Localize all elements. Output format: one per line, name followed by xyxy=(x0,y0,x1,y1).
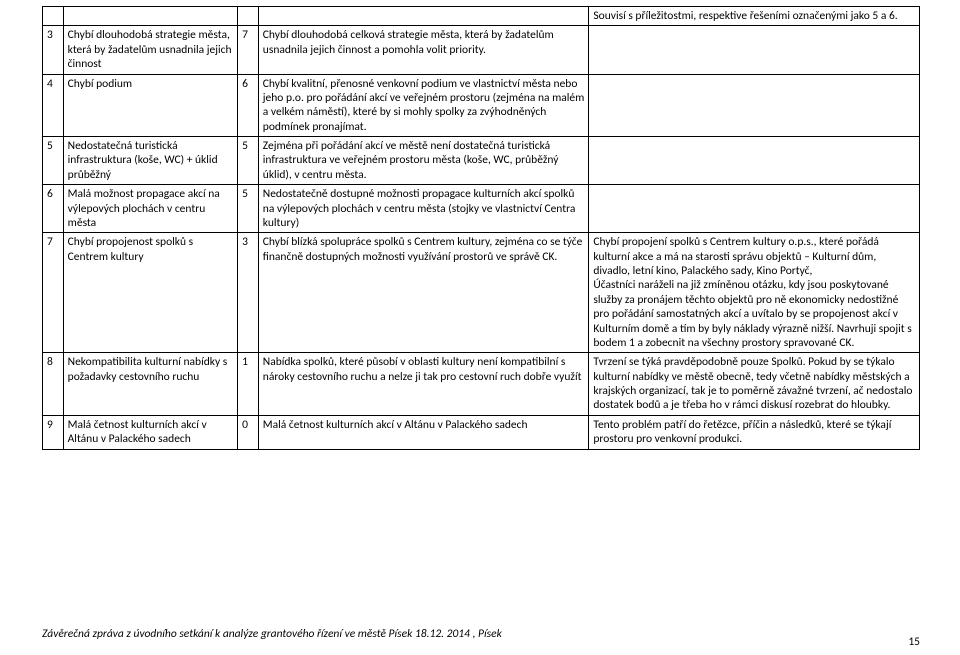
row-description: Malá četnost kulturních akcí v Altánu v … xyxy=(258,415,589,449)
row-label: Chybí propojenost spolků s Centrem kultu… xyxy=(63,233,237,353)
row-points xyxy=(238,7,259,26)
row-description xyxy=(258,7,589,26)
row-description: Chybí kvalitní, přenosné venkovní podium… xyxy=(258,74,589,137)
row-number: 3 xyxy=(43,26,64,74)
table-row: 3Chybí dlouhodobá strategie města, která… xyxy=(43,26,920,74)
row-comment: Tento problém patří do řetězce, příčin a… xyxy=(589,415,920,449)
row-number: 8 xyxy=(43,353,64,416)
table-row: 6Malá možnost propagace akcí na výlepový… xyxy=(43,185,920,233)
row-comment: Chybí propojení spolků s Centrem kultury… xyxy=(589,233,920,353)
table-row: 4Chybí podium6Chybí kvalitní, přenosné v… xyxy=(43,74,920,137)
row-label: Chybí dlouhodobá strategie města, která … xyxy=(63,26,237,74)
row-label: Chybí podium xyxy=(63,74,237,137)
row-label: Nedostatečná turistická infrastruktura (… xyxy=(63,137,237,185)
row-number: 9 xyxy=(43,415,64,449)
row-points: 1 xyxy=(238,353,259,416)
footer: Závěrečná zpráva z úvodního setkání k an… xyxy=(42,627,502,641)
row-description: Nabídka spolků, které působí v oblasti k… xyxy=(258,353,589,416)
row-points: 0 xyxy=(238,415,259,449)
row-comment xyxy=(589,137,920,185)
row-description: Nedostatečně dostupné možnosti propagace… xyxy=(258,185,589,233)
row-comment xyxy=(589,26,920,74)
row-points: 7 xyxy=(238,26,259,74)
row-label xyxy=(63,7,237,26)
page-number: 15 xyxy=(908,635,920,649)
row-number: 5 xyxy=(43,137,64,185)
row-number: 7 xyxy=(43,233,64,353)
row-description: Chybí blízká spolupráce spolků s Centrem… xyxy=(258,233,589,353)
table-row: 5Nedostatečná turistická infrastruktura … xyxy=(43,137,920,185)
row-label: Malá možnost propagace akcí na výlepovýc… xyxy=(63,185,237,233)
row-description: Chybí dlouhodobá celková strategie města… xyxy=(258,26,589,74)
row-points: 5 xyxy=(238,137,259,185)
table-row: Souvisí s příležitostmi, respektive řeše… xyxy=(43,7,920,26)
row-label: Malá četnost kulturních akcí v Altánu v … xyxy=(63,415,237,449)
row-comment xyxy=(589,185,920,233)
table-row: 8Nekompatibilita kulturní nabídky s poža… xyxy=(43,353,920,416)
row-comment xyxy=(589,74,920,137)
row-points: 5 xyxy=(238,185,259,233)
row-comment: Souvisí s příležitostmi, respektive řeše… xyxy=(589,7,920,26)
row-number: 4 xyxy=(43,74,64,137)
table-row: 9Malá četnost kulturních akcí v Altánu v… xyxy=(43,415,920,449)
row-comment: Tvrzení se týká pravděpodobně pouze Spol… xyxy=(589,353,920,416)
row-points: 6 xyxy=(238,74,259,137)
row-description: Zejména při pořádání akcí ve městě není … xyxy=(258,137,589,185)
issues-table: Souvisí s příležitostmi, respektive řeše… xyxy=(42,6,920,450)
row-number: 6 xyxy=(43,185,64,233)
row-label: Nekompatibilita kulturní nabídky s požad… xyxy=(63,353,237,416)
table-row: 7Chybí propojenost spolků s Centrem kult… xyxy=(43,233,920,353)
row-number xyxy=(43,7,64,26)
row-points: 3 xyxy=(238,233,259,353)
